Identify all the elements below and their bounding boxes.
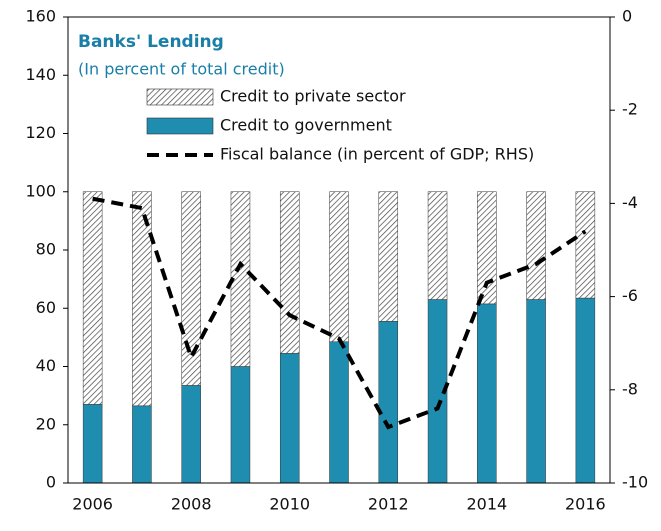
- y-tick-label: 140: [25, 65, 56, 84]
- bar: [427, 191, 448, 300]
- legend-label: Credit to government: [220, 116, 392, 135]
- bar: [378, 191, 399, 322]
- bar: [477, 303, 497, 484]
- bar: [575, 191, 596, 299]
- y-tick-label: 60: [36, 298, 56, 317]
- bar: [132, 191, 152, 407]
- y-tick-label: 80: [36, 240, 56, 259]
- y-tick-label: 20: [36, 414, 56, 433]
- y-tick-label: 100: [25, 181, 56, 200]
- bar: [82, 191, 103, 405]
- chart-title: Banks' Lending: [78, 32, 224, 52]
- bar: [279, 353, 300, 484]
- y-tick-label: 120: [25, 123, 56, 142]
- legend-swatch: [146, 117, 214, 135]
- y2-tick-label: -2: [622, 100, 638, 119]
- bar: [181, 191, 201, 386]
- bar: [181, 385, 201, 484]
- x-tick-label: 2006: [72, 495, 113, 514]
- y2-tick-label: -4: [622, 193, 638, 212]
- bar: [575, 297, 596, 484]
- y-tick-label: 0: [46, 473, 56, 492]
- legend-label: Credit to private sector: [220, 87, 406, 106]
- y-tick-label: 40: [36, 356, 56, 375]
- bar: [82, 404, 103, 484]
- bar: [526, 191, 546, 300]
- y2-tick-label: -8: [622, 379, 638, 398]
- y2-tick-label: -10: [622, 473, 648, 492]
- x-tick-label: 2014: [466, 495, 507, 514]
- bar: [329, 191, 349, 342]
- bar: [279, 191, 300, 354]
- bar: [230, 366, 251, 484]
- bar: [132, 405, 152, 484]
- bar: [526, 299, 546, 484]
- x-tick-label: 2010: [269, 495, 310, 514]
- x-tick-label: 2012: [368, 495, 409, 514]
- legend-swatch: [146, 88, 214, 106]
- plot-frame: [67, 16, 611, 484]
- line-series: [92, 196, 587, 430]
- y2-tick-label: 0: [622, 7, 632, 26]
- legend-label: Fiscal balance (in percent of GDP; RHS): [220, 145, 534, 164]
- x-tick-label: 2016: [565, 495, 606, 514]
- y2-tick-label: -6: [622, 286, 638, 305]
- bar: [329, 341, 349, 484]
- chart-subtitle: (In percent of total credit): [78, 60, 285, 79]
- y-tick-label: 160: [25, 7, 56, 26]
- bar: [477, 191, 497, 305]
- x-tick-label: 2008: [171, 495, 212, 514]
- bar: [378, 321, 399, 484]
